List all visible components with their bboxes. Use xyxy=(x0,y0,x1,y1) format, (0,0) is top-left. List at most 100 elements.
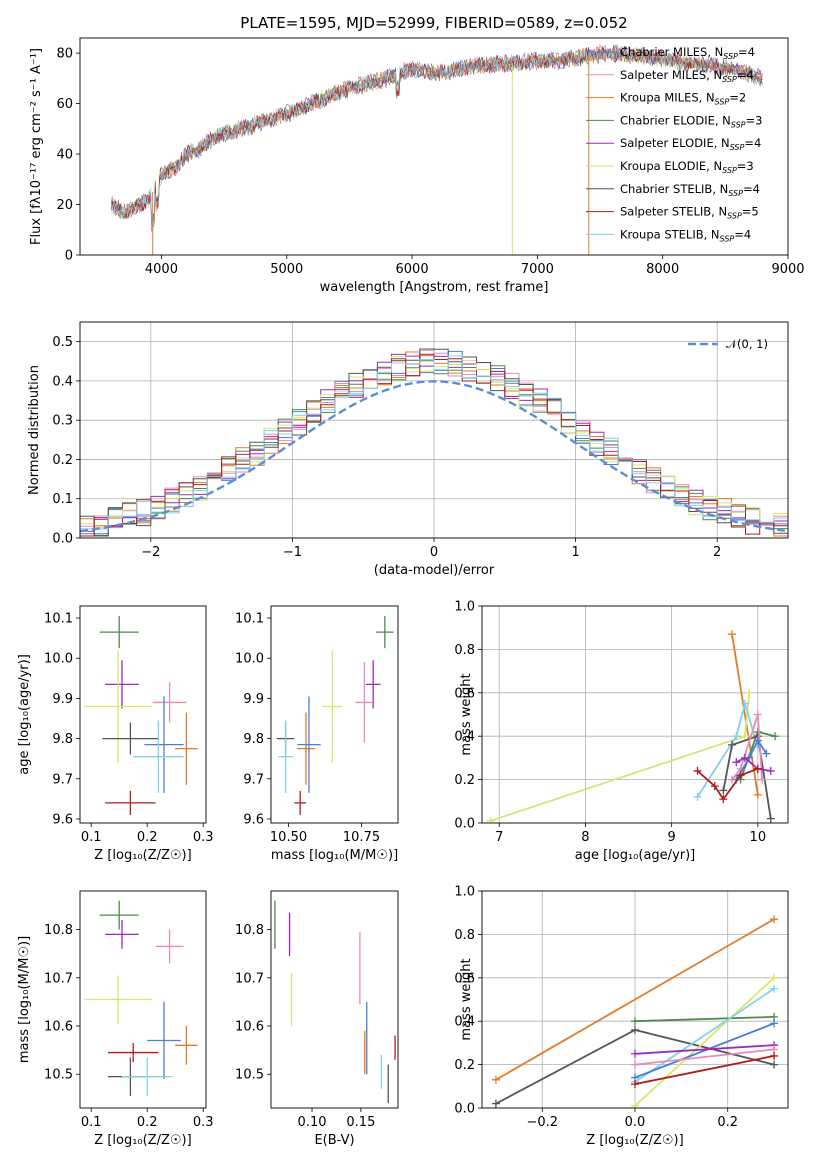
weight_vs_Z-plot xyxy=(482,891,788,1108)
weight_vs_age-ytick-label: 0.8 xyxy=(454,643,475,658)
residuals-ytick-label: 0.5 xyxy=(52,335,73,350)
legend-label: Chabrier MILES, NSSP=4 xyxy=(620,45,755,61)
weight-marker xyxy=(727,740,736,749)
weight-marker xyxy=(732,732,741,741)
age_vs_Z-frame xyxy=(79,605,207,824)
weight-marker xyxy=(736,771,745,780)
weight-marker xyxy=(771,732,780,741)
spectrum-frame xyxy=(79,37,789,256)
weight_vs_age-frame xyxy=(481,605,789,824)
ebv-ytick-label: 10.8 xyxy=(235,923,264,938)
weight_vs_Z-ytick-label: 0.2 xyxy=(454,1058,475,1073)
weight-marker xyxy=(631,1101,639,1108)
weight-line xyxy=(731,634,759,795)
residuals-xlabel: (data-model)/error xyxy=(374,563,495,578)
residuals-ytick-label: 0.2 xyxy=(52,453,73,468)
mass_vs_Z-ytick-label: 10.7 xyxy=(44,971,73,986)
age_vs_Z-xtick-label: 0.1 xyxy=(81,830,102,845)
weight-marker xyxy=(491,1099,500,1108)
legend-value: =3 xyxy=(746,113,763,127)
weight-marker xyxy=(491,1075,500,1084)
weight-marker xyxy=(753,764,762,773)
residuals-ylabel: Normed distribution xyxy=(27,365,42,495)
weight-marker xyxy=(770,1019,779,1028)
mass_vs_Z-ytick-label: 10.6 xyxy=(44,1020,73,1035)
weight-marker xyxy=(631,1025,639,1034)
age_vs_Z-ytick-label: 9.8 xyxy=(52,732,73,747)
legend-label: Kroupa STELIB, NSSP=4 xyxy=(620,227,751,243)
age_vs_Z-xtick-label: 0.3 xyxy=(193,830,214,845)
spectrum-ylabel: Flux [fλ10⁻¹⁷ erg cm⁻² s⁻¹ A⁻¹] xyxy=(29,48,44,245)
weight-marker xyxy=(693,766,702,775)
weight-marker xyxy=(740,753,749,762)
weight-marker xyxy=(710,782,719,791)
residuals-ytick-label: 0.4 xyxy=(52,374,73,389)
spectrum-legend: Chabrier MILES, NSSP=4 Salpeter MILES, NS… xyxy=(586,45,762,243)
weight_vs_age-xlabel: age [log₁₀(age/yr)] xyxy=(575,848,696,863)
ebv-frame xyxy=(270,890,399,1109)
age_vs_mass-frame xyxy=(270,605,399,824)
ebv-xlabel: E(B-V) xyxy=(314,1133,354,1148)
weight-line xyxy=(634,977,775,1107)
spectrum-ytick-label: 0 xyxy=(65,249,73,264)
legend-value: =4 xyxy=(743,182,760,196)
age_vs_mass-ytick-label: 9.6 xyxy=(243,812,264,827)
weight-line xyxy=(634,1016,775,1023)
ebv-ytick-label: 10.7 xyxy=(235,971,264,986)
residuals-xtick-label: 1 xyxy=(571,545,579,560)
age_vs_mass-ytick-label: 10.0 xyxy=(235,652,264,667)
mass_vs_Z-xtick-label: 0.3 xyxy=(193,1115,214,1130)
residual-histogram xyxy=(80,353,788,537)
age_vs_mass-ytick-label: 9.8 xyxy=(243,732,264,747)
weight_vs_Z-xtick-label: −0.2 xyxy=(526,1115,558,1130)
spectrum-xtick-label: 8000 xyxy=(646,262,679,277)
legend-subscript: SSP xyxy=(730,143,745,152)
weight-marker xyxy=(740,732,749,741)
residuals-ytick-label: 0.0 xyxy=(52,532,73,547)
ebv-xtick-label: 0.15 xyxy=(346,1115,375,1130)
weight-marker xyxy=(727,630,736,639)
weight_vs_age-ytick-label: 0.0 xyxy=(454,817,475,832)
age_vs_Z-ylabel: age [log₁₀(age/yr)] xyxy=(17,654,32,775)
residuals-frame xyxy=(79,321,789,539)
residuals-xtick-label: −1 xyxy=(283,545,302,560)
spectrum-title: PLATE=1595, MJD=52999, FIBERID=0589, z=0… xyxy=(240,14,627,32)
weight-marker xyxy=(770,915,779,924)
weight-line xyxy=(634,1055,775,1085)
weight_vs_Z-ylabel: mass weight xyxy=(459,958,474,1040)
weight-marker xyxy=(766,814,775,823)
weight-marker xyxy=(732,758,741,767)
spectrum-xtick-label: 9000 xyxy=(771,262,804,277)
legend-value: =4 xyxy=(734,227,751,241)
legend-subscript: SSP xyxy=(723,52,738,61)
ebv-xtick-label: 0.10 xyxy=(298,1115,327,1130)
weight_vs_age-ytick-label: 0.6 xyxy=(454,686,475,701)
weight-line xyxy=(634,1022,775,1079)
age_vs_mass-ytick-label: 9.7 xyxy=(243,772,264,787)
weight-marker xyxy=(631,1060,639,1069)
ebv-plot xyxy=(274,900,396,1104)
mass_vs_Z-ylabel: mass [log₁₀(M/M☉)] xyxy=(17,936,32,1063)
weight-marker xyxy=(762,749,771,758)
age_vs_Z-ytick-label: 9.9 xyxy=(52,692,73,707)
weight-marker xyxy=(745,688,754,697)
weight-marker xyxy=(758,775,767,784)
normal-curve xyxy=(80,380,788,533)
mass_vs_Z-frame xyxy=(79,890,207,1109)
mass_vs_Z-ytick-label: 10.5 xyxy=(44,1068,73,1083)
weight-line xyxy=(735,756,771,772)
legend-subscript: SSP xyxy=(727,212,742,221)
age_vs_Z-plot xyxy=(84,616,198,815)
residuals-xtick-label: −2 xyxy=(141,545,160,560)
mass_vs_Z-axes: 0.1 0.2 0.3 10.5 10.6 10.7 10.8 Z [log₁₀(Z/Z☉)]… xyxy=(17,890,214,1148)
weight-line xyxy=(731,714,763,781)
ebv-axes: 0.10 0.15 10.5 10.6 10.7 10.8 E(B-V) xyxy=(235,890,399,1148)
mass_vs_Z-xtick-label: 0.1 xyxy=(81,1115,102,1130)
age_vs_mass-axes: 10.50 10.75 9.6 9.7 9.8 9.9 10.0 10.1 mass [log₁… xyxy=(235,605,399,863)
age_vs_mass-ytick-label: 10.1 xyxy=(235,612,264,627)
weight-marker xyxy=(486,816,495,823)
weight-line xyxy=(634,1048,775,1066)
legend-label: Chabrier STELIB, NSSP=4 xyxy=(620,182,760,198)
spectrum-xtick-label: 6000 xyxy=(396,262,429,277)
